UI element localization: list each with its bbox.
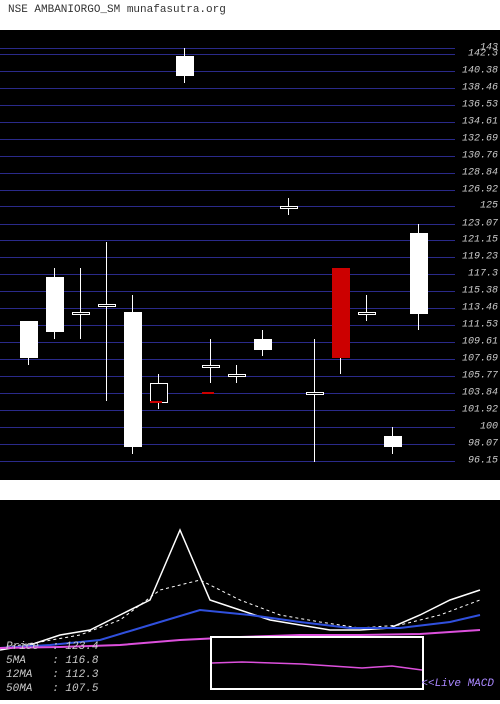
price-label: 134.61 <box>462 116 498 127</box>
price-label: 115.38 <box>462 286 498 297</box>
grid-line <box>0 190 455 191</box>
candle-body <box>72 312 90 315</box>
candle-wick <box>366 295 367 321</box>
price-label: 107.69 <box>462 354 498 365</box>
grid-line <box>0 393 455 394</box>
grid-line <box>0 308 455 309</box>
candle-body <box>98 304 116 307</box>
price-label: 103.84 <box>462 388 498 399</box>
candle-body <box>358 312 376 315</box>
indicator-chart: Price : 123.4 5MA : 116.8 12MA : 112.3 5… <box>0 500 500 700</box>
price-label: 126.92 <box>462 184 498 195</box>
grid-line <box>0 122 455 123</box>
candle-body <box>20 321 38 358</box>
candle-wick <box>210 339 211 383</box>
grid-line <box>0 105 455 106</box>
grid-line <box>0 274 455 275</box>
grid-line <box>0 461 455 462</box>
grid-line <box>0 48 455 49</box>
grid-line <box>0 427 455 428</box>
candle-body <box>384 436 402 447</box>
price-label: 136.53 <box>462 99 498 110</box>
grid-line <box>0 291 455 292</box>
price-label: 101.92 <box>462 405 498 416</box>
candle-body <box>410 233 428 314</box>
grid-line <box>0 54 455 55</box>
candle-wick <box>80 268 81 339</box>
grid-line <box>0 88 455 89</box>
price-label: 117.3 <box>468 269 498 280</box>
price-label: 121.15 <box>462 235 498 246</box>
price-label: 132.69 <box>462 133 498 144</box>
price-label: 98.07 <box>468 439 498 450</box>
macd-label: <<Live MACD <box>421 678 494 690</box>
price-label: 100 <box>480 422 498 433</box>
macd-inset <box>210 636 424 690</box>
price-label: 142.3 <box>468 48 498 59</box>
grid-line <box>0 139 455 140</box>
price-label: 105.77 <box>462 371 498 382</box>
ma5-row: 5MA : 116.8 <box>6 654 98 668</box>
price-row: Price : 123.4 <box>6 640 98 654</box>
price-label: 109.61 <box>462 337 498 348</box>
grid-line <box>0 359 455 360</box>
candle-body <box>332 268 350 358</box>
red-marker <box>150 401 162 403</box>
grid-line <box>0 240 455 241</box>
candle-body <box>124 312 142 446</box>
indicator-line <box>0 530 480 650</box>
grid-line <box>0 342 455 343</box>
grid-line <box>0 156 455 157</box>
candle-wick <box>314 339 315 463</box>
grid-line <box>0 206 455 207</box>
price-label: 96.15 <box>468 456 498 467</box>
red-marker <box>202 392 214 394</box>
price-label: 111.53 <box>462 320 498 331</box>
candle-body <box>254 339 272 350</box>
candle-wick <box>106 242 107 401</box>
candle-body <box>176 56 194 76</box>
price-label: 138.46 <box>462 82 498 93</box>
price-label: 119.23 <box>462 252 498 263</box>
macd-line <box>212 638 422 688</box>
price-label: 113.46 <box>462 303 498 314</box>
price-label: 123.07 <box>462 218 498 229</box>
candle-body <box>46 277 64 332</box>
ma50-row: 50MA : 107.5 <box>6 682 98 696</box>
price-label: 140.38 <box>462 65 498 76</box>
grid-line <box>0 173 455 174</box>
candle-body <box>202 365 220 368</box>
grid-line <box>0 325 455 326</box>
price-label: 125 <box>480 201 498 212</box>
candlestick-chart: 143142.3140.38138.46136.53134.61132.6913… <box>0 30 500 480</box>
chart-container: NSE AMBANIORGO_SM munafasutra.org 143142… <box>0 0 500 700</box>
candle-body <box>306 392 324 395</box>
price-label: 130.76 <box>462 150 498 161</box>
ma12-row: 12MA : 112.3 <box>6 668 98 682</box>
stats-box: Price : 123.4 5MA : 116.8 12MA : 112.3 5… <box>6 640 98 696</box>
grid-line <box>0 257 455 258</box>
grid-line <box>0 71 455 72</box>
grid-line <box>0 410 455 411</box>
price-label: 128.84 <box>462 167 498 178</box>
macd-polyline <box>212 662 422 670</box>
grid-line <box>0 224 455 225</box>
candle-body <box>228 374 246 377</box>
candle-body <box>280 206 298 209</box>
chart-title: NSE AMBANIORGO_SM munafasutra.org <box>8 4 226 16</box>
